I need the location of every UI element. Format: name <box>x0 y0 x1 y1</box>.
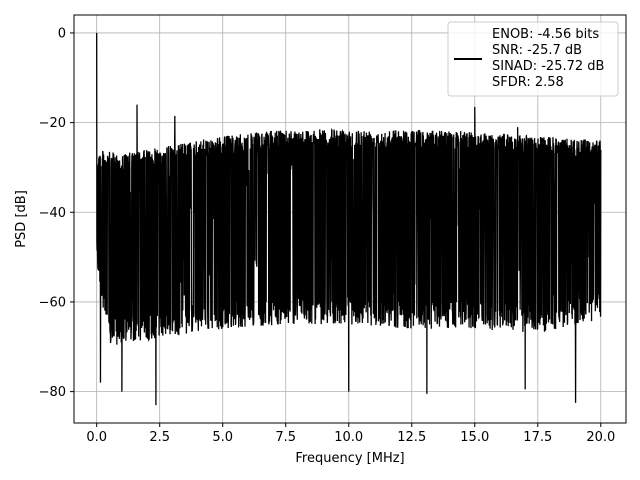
y-tick-label-2: −40 <box>39 206 66 221</box>
y-tick-label-0: 0 <box>58 26 66 41</box>
y-axis-label: PSD [dB] <box>14 190 29 248</box>
legend-box <box>447 21 619 97</box>
legend-entry-snr: SNR: -25.7 dB <box>492 43 582 58</box>
x-tick-label-7: 17.5 <box>523 430 552 445</box>
legend: ENOB: -4.56 bits SNR: -25.7 dB SINAD: -2… <box>447 21 619 97</box>
x-tick-label-4: 10.0 <box>334 430 363 445</box>
x-tick-label-8: 20.0 <box>586 430 615 445</box>
legend-entry-enob: ENOB: -4.56 bits <box>492 27 599 42</box>
y-tick-label-3: −60 <box>39 295 66 310</box>
y-tick-label-1: −20 <box>39 116 66 131</box>
x-tick-label-1: 2.5 <box>149 430 170 445</box>
x-tick-label-3: 7.5 <box>275 430 296 445</box>
legend-entry-sfdr: SFDR: 2.58 <box>492 75 564 90</box>
x-tick-label-0: 0.0 <box>86 430 107 445</box>
ticks: 0.0 2.5 5.0 7.5 10.0 12.5 15.0 17.5 20.0 0 −20 −40 −… <box>39 26 616 445</box>
psd-series-line <box>96 32 602 406</box>
axes-frame <box>73 14 627 424</box>
plot-area <box>96 32 602 406</box>
y-tick-label-4: −80 <box>39 385 66 400</box>
x-axis-label: Frequency [MHz] <box>295 451 404 466</box>
legend-entry-sinad: SINAD: -25.72 dB <box>492 59 604 74</box>
x-tick-label-5: 12.5 <box>397 430 426 445</box>
x-tick-label-6: 15.0 <box>460 430 489 445</box>
x-tick-label-2: 5.0 <box>212 430 233 445</box>
